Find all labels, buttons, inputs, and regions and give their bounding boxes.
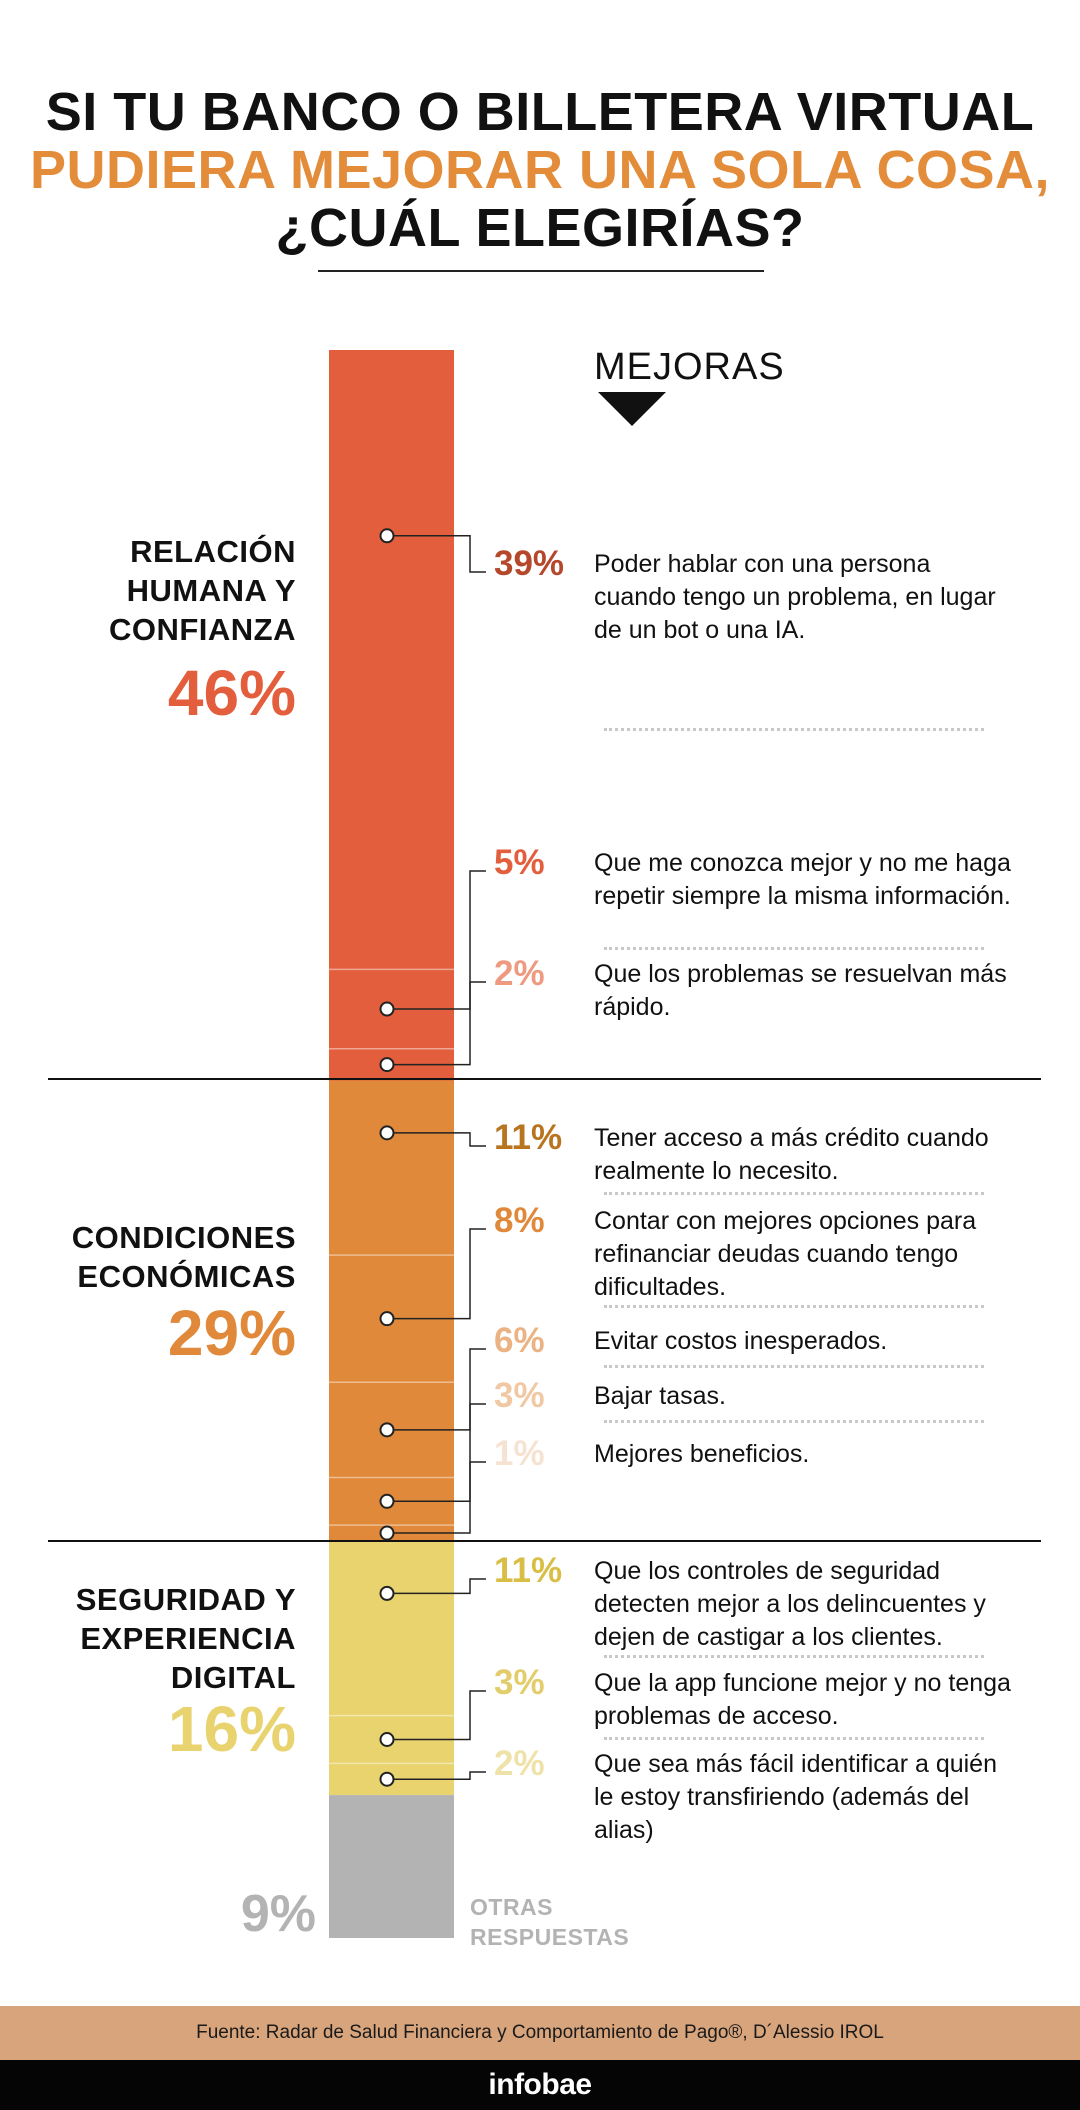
marker-dot: [379, 1057, 395, 1073]
marker-dot: [379, 1732, 395, 1747]
dotted-separator: [604, 1192, 984, 1195]
bar-segment-3: [329, 1795, 454, 1938]
item-description: Tener acceso a más crédito cuando realme…: [594, 1124, 989, 1185]
title-line-1: SI TU BANCO O BILLETERA VIRTUAL: [45, 82, 1035, 142]
infobae-logo: infobae: [488, 2068, 592, 2101]
stacked-bar-chart: [329, 350, 486, 1938]
otras-percentage: 9%: [240, 1885, 316, 1943]
title-line-2: PUDIERA MEJORAR UNA SOLA COSA,: [29, 140, 1051, 200]
category-label: CONDICIONES ECONÓMICAS: [71, 1220, 296, 1294]
item-percentage: 11%: [494, 1551, 563, 1590]
category-percentage: 46%: [167, 657, 296, 729]
item-percentage: 5%: [494, 843, 545, 882]
item-description: Que me conozca mejor y no me haga repeti…: [594, 849, 1011, 910]
connector-line: [387, 1132, 486, 1147]
item-percentage: 2%: [494, 954, 545, 993]
source-footer: Fuente: Radar de Salud Financiera y Comp…: [0, 2006, 1080, 2060]
bar-segment-0: [329, 350, 454, 1081]
category-percentage: 16%: [167, 1693, 296, 1765]
connector-line: [387, 1771, 486, 1780]
source-text: Fuente: Radar de Salud Financiera y Comp…: [196, 2022, 884, 2043]
bar-segment-2: [329, 1541, 454, 1796]
connector-line: [387, 1228, 486, 1320]
category-label: SEGURIDAD Y EXPERIENCIA DIGITAL: [75, 1582, 296, 1695]
marker-dot: [379, 1771, 395, 1787]
item-description: Que la app funcione mejor y no tenga pro…: [594, 1669, 1011, 1730]
dotted-separator: [604, 947, 984, 950]
otras-label: OTRAS RESPUESTAS: [470, 1894, 630, 1950]
item-description: Que sea más fácil identificar a quién le…: [594, 1750, 997, 1844]
marker-dot: [379, 1585, 395, 1601]
item-description: Evitar costos inesperados.: [594, 1327, 888, 1355]
item-description: Contar con mejores opciones para refinan…: [594, 1207, 977, 1301]
item-percentage: 2%: [494, 1744, 545, 1783]
dotted-separator: [604, 1655, 984, 1658]
connector-line: [387, 1690, 486, 1741]
item-percentage: 39%: [494, 544, 565, 583]
category-label: RELACIÓN HUMANA Y CONFIANZA: [108, 534, 296, 647]
connector-line: [387, 981, 486, 1066]
item-percentage: 6%: [494, 1321, 545, 1360]
marker-dot: [379, 528, 395, 544]
item-description: Que los controles de seguridad detecten …: [594, 1557, 986, 1651]
marker-dot: [379, 1125, 395, 1141]
dotted-separator: [604, 1305, 984, 1308]
connector-line: [387, 1403, 486, 1503]
bar-segment-1: [329, 1080, 454, 1541]
item-percentage: 11%: [494, 1118, 563, 1157]
dotted-separator: [604, 1420, 984, 1423]
group-divider: [48, 1540, 1041, 1542]
connector-line: [387, 1578, 486, 1595]
marker-dot: [379, 1525, 395, 1541]
item-percentage: 3%: [494, 1663, 545, 1702]
dotted-separator: [604, 1365, 984, 1368]
connector-line: [387, 870, 486, 1010]
marker-dot: [379, 1493, 395, 1509]
item-percentage: 8%: [494, 1201, 545, 1240]
dotted-separator: [604, 728, 984, 731]
category-percentage: 29%: [167, 1297, 296, 1369]
item-percentage: 1%: [494, 1434, 545, 1473]
marker-dot: [379, 1422, 395, 1438]
item-description: Que los problemas se resuelvan más rápid…: [594, 960, 1007, 1021]
group-divider: [48, 1078, 1041, 1080]
mejoras-label: MEJORAS: [594, 346, 785, 388]
item-description: Bajar tasas.: [594, 1382, 727, 1410]
connector-line: [387, 535, 486, 573]
connector-line: [387, 1461, 486, 1534]
down-arrow-icon: [598, 392, 666, 426]
item-description: Poder hablar con una persona cuando teng…: [594, 550, 996, 644]
item-percentage: 3%: [494, 1376, 545, 1415]
item-description: Mejores beneficios.: [594, 1440, 810, 1468]
marker-dot: [379, 1311, 395, 1327]
title-divider: [318, 270, 764, 272]
connector-line: [387, 1348, 486, 1431]
dotted-separator: [604, 1737, 984, 1740]
marker-dot: [379, 1001, 395, 1017]
brand-footer: infobae: [0, 2060, 1080, 2110]
title-line-3: ¿CUÁL ELEGIRÍAS?: [275, 198, 805, 258]
